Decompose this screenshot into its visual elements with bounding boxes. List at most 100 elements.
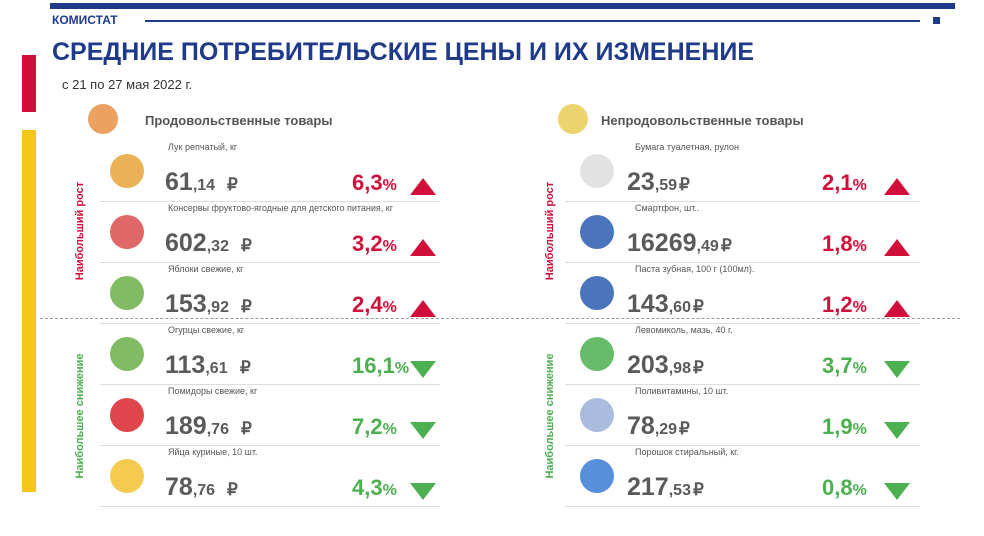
currency: ₽ bbox=[679, 419, 690, 438]
row-rule bbox=[100, 201, 440, 202]
row-rule bbox=[100, 506, 440, 507]
currency: ₽ bbox=[693, 297, 704, 316]
item-name: Порошок стиральный, кг. bbox=[635, 447, 739, 457]
item-icon bbox=[110, 215, 144, 249]
item-change: 7,2% bbox=[352, 414, 397, 439]
item-icon bbox=[110, 276, 144, 310]
item-name: Яйца куриные, 10 шт. bbox=[168, 447, 258, 457]
change-arrow bbox=[884, 178, 910, 195]
row-rule bbox=[100, 262, 440, 263]
item-name: Консервы фруктово-ягодные для детского п… bbox=[168, 203, 394, 213]
row-rule bbox=[565, 262, 920, 263]
item-change: 2,4% bbox=[352, 292, 397, 317]
currency: ₽ bbox=[227, 175, 238, 194]
item-change: 2,1% bbox=[822, 170, 867, 195]
change-arrow bbox=[410, 178, 436, 195]
item-name: Огурцы свежие, кг bbox=[168, 325, 245, 335]
brand-square bbox=[933, 17, 940, 24]
row-rule bbox=[565, 201, 920, 202]
item-change: 4,3% bbox=[352, 475, 397, 500]
row-rule bbox=[565, 506, 920, 507]
change-arrow bbox=[410, 239, 436, 256]
change-arrow bbox=[410, 422, 436, 439]
item-name: Поливитамины, 10 шт. bbox=[635, 386, 729, 396]
item-icon bbox=[580, 459, 614, 493]
change-arrow bbox=[884, 422, 910, 439]
item-price: 61,14 bbox=[165, 168, 216, 196]
currency: ₽ bbox=[240, 358, 251, 377]
change-arrow bbox=[884, 483, 910, 500]
brand-rule bbox=[145, 20, 920, 22]
item-price: 153,92 bbox=[165, 290, 229, 318]
item-name: Смартфон, шт.. bbox=[635, 203, 700, 213]
currency: ₽ bbox=[693, 480, 704, 499]
item-change: 1,8% bbox=[822, 231, 867, 256]
accent-yellow bbox=[22, 130, 36, 492]
label-growth: Наибольший рост bbox=[74, 181, 86, 281]
item-icon bbox=[110, 459, 144, 493]
item-icon bbox=[580, 276, 614, 310]
change-arrow bbox=[884, 239, 910, 256]
row-rule bbox=[100, 323, 440, 324]
title: СРЕДНИЕ ПОТРЕБИТЕЛЬСКИЕ ЦЕНЫ И ИХ ИЗМЕНЕ… bbox=[52, 38, 755, 66]
item-price: 189,76 bbox=[165, 412, 229, 440]
currency: ₽ bbox=[241, 236, 252, 255]
item-change: 6,3% bbox=[352, 170, 397, 195]
item-price: 78,76 bbox=[165, 473, 216, 501]
item-icon bbox=[580, 398, 614, 432]
change-arrow bbox=[410, 483, 436, 500]
item-name: Левомиколь, мазь, 40 г. bbox=[635, 325, 733, 335]
item-change: 1,2% bbox=[822, 292, 867, 317]
change-arrow bbox=[884, 300, 910, 317]
row-rule bbox=[565, 384, 920, 385]
row-rule bbox=[565, 323, 920, 324]
brand: КОМИСТАТ bbox=[52, 13, 118, 27]
item-icon bbox=[110, 337, 144, 371]
item-icon bbox=[110, 154, 144, 188]
item-price: 217,53 bbox=[627, 473, 691, 501]
item-price: 113,61 bbox=[165, 351, 228, 379]
item-name: Паста зубная, 100 г (100мл). bbox=[635, 264, 755, 274]
top-bar bbox=[50, 3, 955, 9]
item-icon bbox=[580, 337, 614, 371]
panel-icon bbox=[88, 104, 118, 134]
panel-title: Продовольственные товары bbox=[145, 113, 333, 128]
panel-icon bbox=[558, 104, 588, 134]
item-change: 16,1% bbox=[352, 353, 410, 378]
currency: ₽ bbox=[241, 419, 252, 438]
label-growth: Наибольший рост bbox=[544, 181, 556, 281]
item-name: Яблоки свежие, кг bbox=[168, 264, 244, 274]
item-icon bbox=[110, 398, 144, 432]
item-change: 3,7% bbox=[822, 353, 867, 378]
label-decline: Наибольшее снижение bbox=[544, 353, 556, 479]
accent-red bbox=[22, 55, 36, 112]
currency: ₽ bbox=[241, 297, 252, 316]
item-icon bbox=[580, 154, 614, 188]
item-price: 203,98 bbox=[627, 351, 691, 379]
item-name: Помидоры свежие, кг bbox=[168, 386, 258, 396]
currency: ₽ bbox=[679, 175, 690, 194]
change-arrow bbox=[410, 361, 436, 378]
panel-title: Непродовольственные товары bbox=[601, 113, 804, 128]
change-arrow bbox=[410, 300, 436, 317]
item-change: 0,8% bbox=[822, 475, 867, 500]
currency: ₽ bbox=[693, 358, 704, 377]
item-price: 23,59 bbox=[627, 168, 678, 196]
change-arrow bbox=[884, 361, 910, 378]
currency: ₽ bbox=[227, 480, 238, 499]
item-price: 78,29 bbox=[627, 412, 678, 440]
item-price: 16269,49 bbox=[627, 229, 719, 257]
item-icon bbox=[580, 215, 614, 249]
item-price: 602,32 bbox=[165, 229, 229, 257]
item-price: 143,60 bbox=[627, 290, 691, 318]
item-name: Бумага туалетная, рулон bbox=[635, 142, 739, 152]
separator bbox=[40, 318, 960, 319]
row-rule bbox=[100, 384, 440, 385]
item-change: 1,9% bbox=[822, 414, 867, 439]
row-rule bbox=[565, 445, 920, 446]
item-change: 3,2% bbox=[352, 231, 397, 256]
row-rule bbox=[100, 445, 440, 446]
currency: ₽ bbox=[721, 236, 732, 255]
label-decline: Наибольшее снижение bbox=[74, 353, 86, 479]
